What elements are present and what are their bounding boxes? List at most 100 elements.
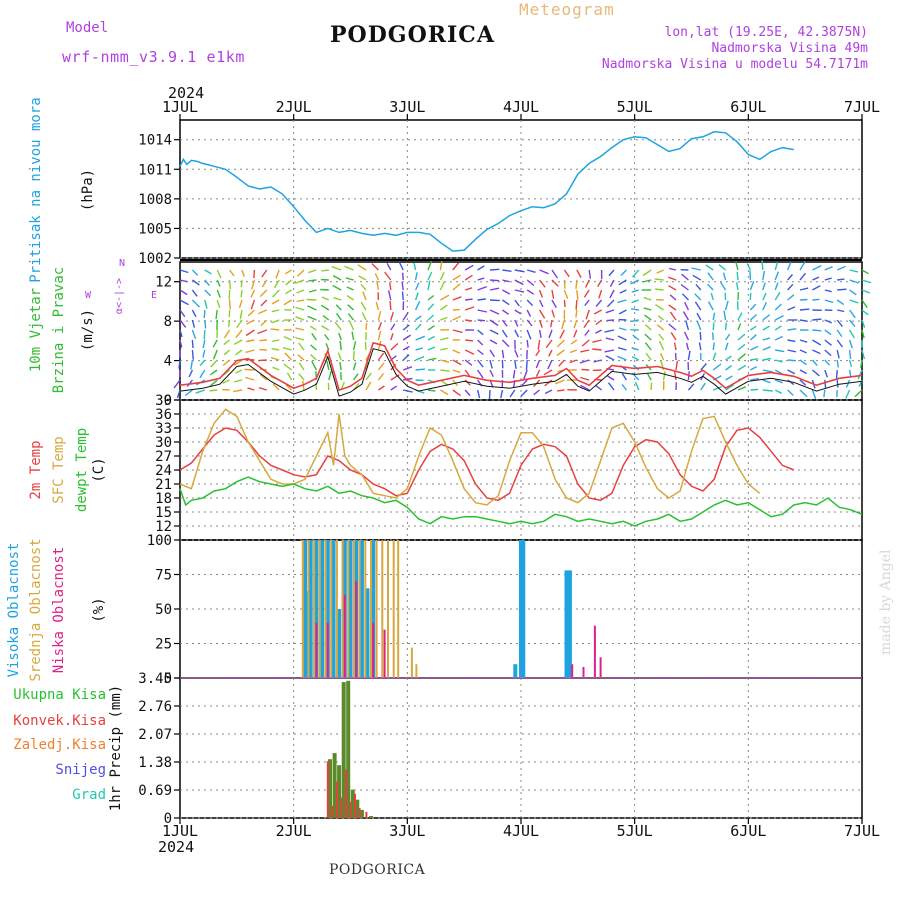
wind-barb [658, 340, 665, 351]
cloud-bar [355, 581, 358, 678]
wind-barb [583, 289, 590, 298]
wind-barb [799, 369, 807, 375]
wind-barb [246, 339, 255, 343]
pressure-ylabel: Pritisak na nivou mora [28, 97, 44, 282]
wind-barb [321, 296, 330, 301]
wind-barb [464, 389, 471, 397]
wind-barb [535, 369, 541, 378]
wind-barb [618, 327, 627, 331]
wind-barb [556, 339, 565, 348]
wind-barb [296, 269, 305, 277]
wind-barb [631, 347, 640, 351]
wind-barb [259, 339, 267, 342]
wind-barb [774, 314, 784, 321]
wind-barb [737, 323, 742, 331]
wind-barb [514, 329, 520, 338]
wind-barb [210, 359, 218, 368]
wind-barb [774, 303, 782, 311]
wind-barb [545, 339, 553, 349]
wind-barb [298, 373, 305, 381]
wind-barb [310, 344, 317, 351]
wind-barb [535, 359, 541, 369]
wind-barb [477, 277, 485, 281]
wind-barb [799, 379, 807, 386]
wind-barb [477, 285, 488, 291]
wind-barb [440, 389, 449, 396]
wind-barb [762, 346, 771, 351]
wind-barb [799, 359, 807, 366]
wind-barb [575, 309, 578, 318]
wind-barb [592, 339, 602, 343]
wind-barb [580, 384, 590, 391]
wind-barb [339, 340, 342, 351]
wind-barb [824, 329, 832, 336]
wind-barb [604, 329, 615, 333]
wind-barb [440, 347, 448, 351]
wind-barb [191, 339, 194, 349]
wind-barb [465, 319, 473, 322]
wind-barb [812, 285, 821, 291]
cloud-y-tick-label: 50 [155, 602, 172, 618]
wind-barb [673, 342, 677, 351]
wind-barb [477, 339, 484, 346]
wind-barb [514, 349, 519, 358]
wind-y-tick-label: 12 [155, 275, 172, 291]
x-tick-label-top: 6JUL [730, 98, 766, 116]
wind-barb [573, 329, 578, 338]
wind-barb [643, 307, 652, 311]
wind-barb [489, 309, 500, 315]
wind-barb [707, 283, 714, 291]
wind-barb [202, 339, 206, 349]
wind-barb [203, 329, 206, 340]
wind-barb [861, 279, 872, 284]
wind-barb [427, 280, 431, 291]
wind-barb [799, 389, 808, 398]
wind-barb [238, 299, 243, 309]
wind-barb [605, 355, 615, 361]
precip-legend-item: Zaledj.Kisa [13, 737, 106, 753]
wind-barb [787, 359, 796, 362]
wind-barb [320, 288, 329, 291]
wind-barb [617, 355, 627, 361]
wind-barb [576, 289, 579, 300]
wind-barb [526, 289, 535, 295]
wind-barb [228, 299, 231, 310]
wind-barb [749, 334, 757, 341]
wind-barb [273, 279, 280, 289]
wind-barb [452, 274, 461, 281]
wind-barb [512, 369, 516, 379]
wind-barb [523, 369, 528, 380]
wind-barb [415, 323, 422, 331]
precip-ylabel: 1hr Precip (mm) [108, 685, 124, 811]
wind-barb [271, 309, 280, 313]
wind-barb [618, 279, 627, 286]
temp-y-tick-label: 12 [155, 519, 172, 535]
wind-barb [377, 330, 382, 341]
wind-barb [683, 331, 690, 341]
wind-barb [209, 389, 218, 392]
wind-barb [514, 279, 524, 286]
wind-barb [526, 329, 532, 340]
cloud-bar [324, 540, 327, 678]
station-title: PODGORICA [330, 22, 495, 48]
wind-barb [401, 291, 404, 301]
wind-barb [298, 342, 305, 351]
wind-barb [737, 386, 746, 391]
wind-barb [347, 304, 355, 311]
wind-barb [501, 339, 510, 348]
wind-barb [861, 269, 869, 275]
wind-barb [390, 323, 396, 331]
wind-barb [390, 342, 399, 351]
wind-barb [548, 329, 553, 339]
wind-barb [527, 269, 536, 273]
precip-bar [341, 682, 346, 818]
wind-barb [308, 279, 317, 282]
wind-barb [204, 319, 207, 329]
wind-barb [712, 312, 716, 321]
wind-barb [849, 299, 859, 304]
cloud-bar [326, 622, 329, 678]
temp-y-tick-label: 33 [155, 421, 172, 437]
wind-barb [390, 374, 400, 381]
wind-barb [439, 271, 445, 281]
